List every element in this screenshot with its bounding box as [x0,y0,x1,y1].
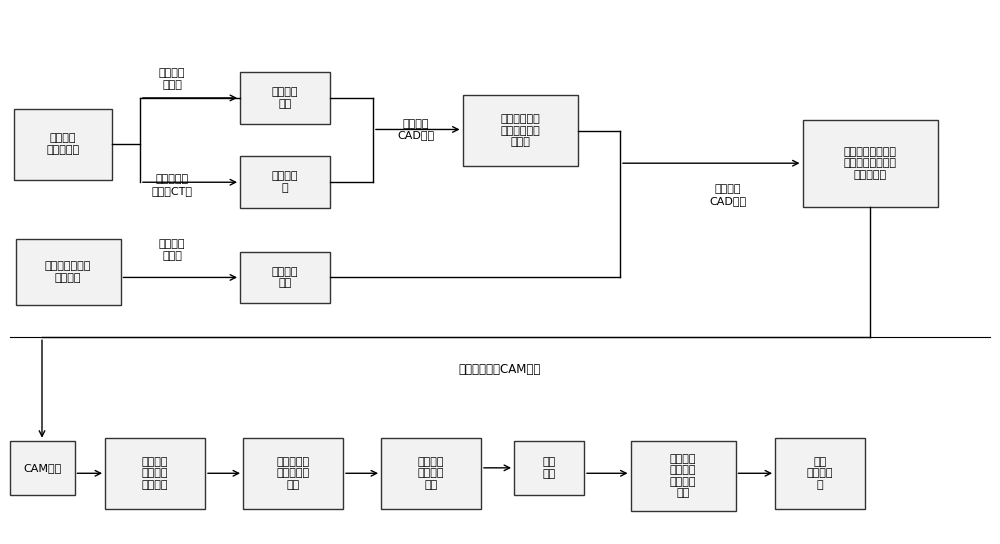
Bar [514,441,584,495]
Text: 激光牙体预备CAM软件: 激光牙体预备CAM软件 [459,363,541,376]
Text: 拆除数控
激光牙体
预备控制
系统: 拆除数控 激光牙体 预备控制 系统 [670,454,696,498]
Bar [14,109,112,180]
Bar [802,120,938,207]
Text: CAM工艺: CAM工艺 [23,463,61,473]
Bar [462,95,578,166]
Text: 目标牙齿体、
表三维配准融
合数据: 目标牙齿体、 表三维配准融 合数据 [500,114,540,147]
Text: 三维表面
数据: 三维表面 数据 [272,267,298,288]
Text: 校准激光
光板初始
位置: 校准激光 光板初始 位置 [418,456,444,490]
Text: 数控激光
牙体预备
控制系统: 数控激光 牙体预备 控制系统 [142,456,168,490]
Text: 三维口内
扫描仪: 三维口内 扫描仪 [159,68,185,90]
Bar [105,438,205,509]
Text: 三维口内
扫描仪: 三维口内 扫描仪 [159,239,185,261]
Text: 目标牙齿
冠部及邻牙: 目标牙齿 冠部及邻牙 [46,133,80,155]
Text: 牙体预备
CAD软件: 牙体预备 CAD软件 [397,119,435,140]
Text: 定位器、目标牙
齿及邻牙: 定位器、目标牙 齿及邻牙 [45,261,91,283]
Bar [381,438,481,509]
Bar [775,438,865,509]
Bar [240,157,330,208]
Bar [631,441,736,511]
Bar [10,441,74,495]
Text: 口腔内工作
端固定于定
位器: 口腔内工作 端固定于定 位器 [276,456,310,490]
Bar [243,438,343,509]
Text: 拆除
牙位定位
器: 拆除 牙位定位 器 [807,456,833,490]
Text: 统一于相同坐标系
的定位器、预备体
及邻牙数据: 统一于相同坐标系 的定位器、预备体 及邻牙数据 [844,146,896,180]
Text: 三维表面
数据: 三维表面 数据 [272,87,298,109]
Text: 牙体
预备: 牙体 预备 [542,457,556,479]
Bar [240,72,330,124]
Text: 三维体数
据: 三维体数 据 [272,171,298,193]
Bar [240,251,330,304]
Bar [16,239,120,305]
Text: 牙体预备
CAD软件: 牙体预备 CAD软件 [709,184,747,206]
Text: 口腔颌面部
锥形束CT机: 口腔颌面部 锥形束CT机 [152,174,192,196]
